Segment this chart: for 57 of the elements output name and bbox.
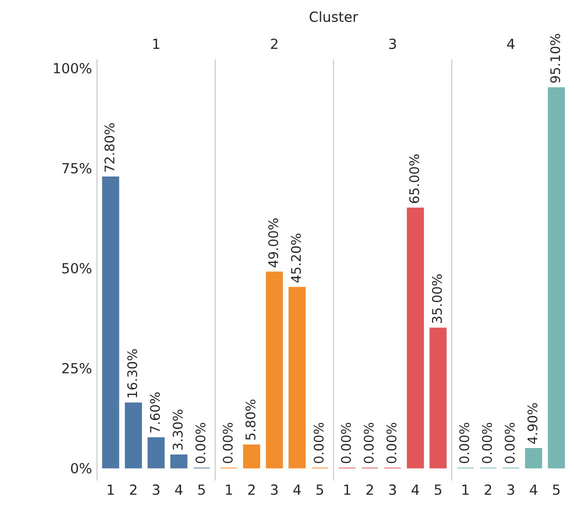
data-label: 4.90% <box>527 403 538 444</box>
bar <box>148 437 165 468</box>
data-label: 0.00% <box>482 422 492 464</box>
chart-title: 1 <box>153 38 160 49</box>
bar <box>288 286 306 468</box>
data-label: 16.30% <box>127 349 138 398</box>
x-tick-label: 5 <box>434 484 442 495</box>
x-tick-label: 1 <box>462 484 469 495</box>
bar <box>102 176 120 468</box>
x-tick-label: 4 <box>175 484 183 495</box>
text: Cluster <box>310 11 358 22</box>
x-tick-label: 1 <box>344 484 350 495</box>
x-tick-label: 5 <box>316 484 324 495</box>
data-label: 0.00% <box>459 422 470 464</box>
bar <box>243 444 260 468</box>
data-label: 35.00% <box>432 274 442 323</box>
x-tick-label: 3 <box>389 484 396 495</box>
y-tick-label: 0% <box>71 462 92 474</box>
data-label: 45.20% <box>290 234 301 283</box>
x-tick-label: 2 <box>484 484 492 495</box>
x-tick-label: 4 <box>412 484 420 495</box>
x-tick-label: 3 <box>508 484 514 495</box>
y-tick-label: 100% <box>54 62 92 74</box>
chart-title: 2 <box>270 38 278 49</box>
x-tick-label: 4 <box>293 484 301 495</box>
data-label: 0.00% <box>222 422 233 464</box>
bar <box>266 272 283 468</box>
data-label: 72.80% <box>104 123 114 172</box>
x-tick-label: 3 <box>271 484 278 495</box>
data-label: 0.00% <box>340 422 351 464</box>
data-label: 49.00% <box>268 218 278 268</box>
data-label: 0.00% <box>364 422 374 464</box>
data-label: 3.30% <box>172 410 183 450</box>
data-label: 0.00% <box>314 422 324 464</box>
bar <box>170 454 188 468</box>
x-tick-label: 5 <box>198 484 205 495</box>
data-label: 65.00% <box>409 154 420 204</box>
bar <box>124 402 142 468</box>
x-tick-label: 3 <box>152 484 160 495</box>
x-tick-label: 5 <box>553 484 560 495</box>
y-tick-label: 25% <box>62 362 92 374</box>
x-tick-label: 2 <box>130 484 136 495</box>
data-label: 5.80% <box>245 400 256 440</box>
x-tick-label: 2 <box>248 484 255 495</box>
y-tick-label: 75% <box>62 162 92 174</box>
x-tick-label: 1 <box>108 484 114 495</box>
data-label: 95.10% <box>550 34 560 83</box>
x-tick-label: 4 <box>530 484 538 495</box>
x-tick-label: 1 <box>226 484 232 495</box>
chart-title: 4 <box>507 38 515 49</box>
y-tick-label: 50% <box>62 262 92 274</box>
data-label: 0.00% <box>195 422 206 464</box>
data-label: 7.60% <box>150 392 160 433</box>
chart-title: 3 <box>389 38 396 50</box>
data-label: 0.00% <box>386 422 396 464</box>
x-tick-label: 2 <box>366 484 373 495</box>
data-label: 0.00% <box>504 422 515 464</box>
